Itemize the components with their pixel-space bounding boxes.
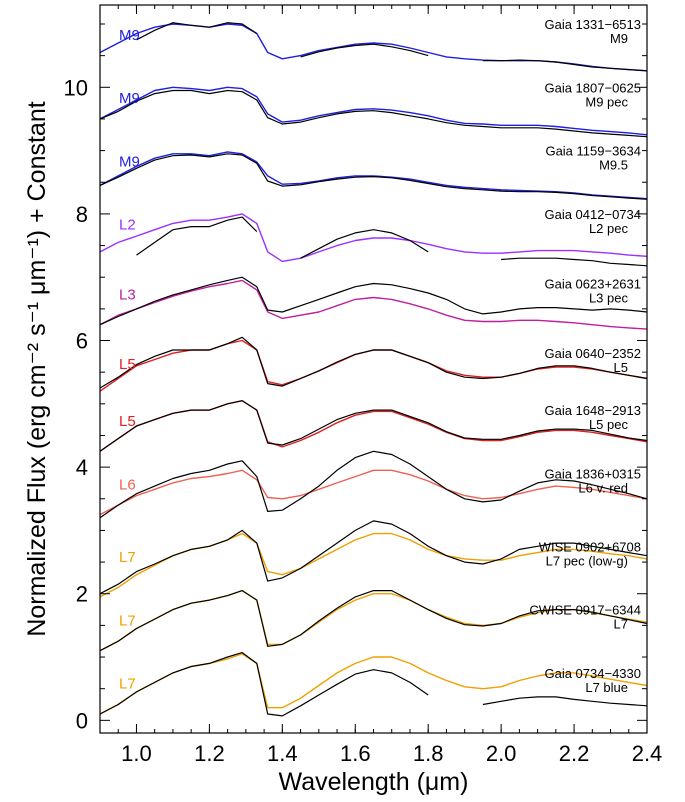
- object-name-5: Gaia 0640−2352: [544, 346, 641, 361]
- x-tick-label: 1.6: [340, 741, 371, 766]
- series-group: [99, 22, 648, 717]
- standard-spectrum-9: [99, 589, 648, 652]
- object-spt-4: L3 pec: [589, 291, 629, 306]
- standard-spectrum-3: [99, 213, 648, 263]
- object-name-9: CWISE 0917−6344: [529, 603, 641, 618]
- object-spt-0: M9: [610, 31, 628, 46]
- object-name-8: WISE 0902+6708: [539, 539, 641, 554]
- object-spt-10: L7 blue: [585, 680, 628, 695]
- standard-spectrum-2: [99, 151, 648, 200]
- standard-label-5: L5: [119, 356, 136, 373]
- standard-label-7: L6: [119, 476, 136, 493]
- standard-label-2: M9: [119, 153, 140, 170]
- x-tick-label: 2.0: [486, 741, 517, 766]
- standard-label-0: M9: [119, 27, 140, 44]
- object-spt-6: L5 pec: [589, 417, 629, 432]
- standard-spectrum-4: [99, 279, 648, 330]
- object-spectrum-4: [99, 276, 648, 326]
- object-spectrum-1: [99, 89, 648, 138]
- object-spectrum-10: [99, 652, 648, 717]
- standard-label-4: L3: [119, 286, 136, 303]
- object-name-2: Gaia 1159−3634: [545, 144, 641, 159]
- y-tick-label: 10: [64, 75, 88, 100]
- standard-label-9: L7: [119, 612, 136, 629]
- x-tick-label: 2.4: [632, 741, 663, 766]
- x-axis-title: Wavelength (μm): [279, 768, 469, 796]
- spectral-type-labels: M9 M9 M9 L2 L3 L5 L5 L6 L7 L7 L7: [119, 27, 140, 693]
- standard-label-1: M9: [119, 90, 140, 107]
- x-tick-label: 1.8: [413, 741, 444, 766]
- y-tick-label: 4: [76, 455, 88, 480]
- object-spt-3: L2 pec: [589, 221, 629, 236]
- object-name-10: Gaia 0734−4330: [544, 666, 641, 681]
- standard-spectrum-10: [99, 653, 648, 715]
- y-tick-label: 8: [76, 202, 88, 227]
- standard-label-3: L2: [119, 217, 136, 234]
- object-name-3: Gaia 0412−0734: [544, 207, 641, 222]
- x-tick-label: 1.0: [121, 741, 152, 766]
- object-spectrum-7: [99, 450, 648, 519]
- object-name-6: Gaia 1648−2913: [544, 403, 641, 418]
- standard-spectrum-1: [99, 86, 648, 136]
- object-spt-8: L7 pec (low-g): [546, 553, 628, 568]
- x-tick-label: 1.4: [267, 741, 298, 766]
- x-tick-label: 1.2: [194, 741, 225, 766]
- object-spectrum-6: [99, 400, 648, 452]
- object-spt-9: L7: [614, 617, 628, 632]
- y-axis-title: Normalized Flux (erg cm⁻² s⁻¹ μm⁻¹) + Co…: [23, 101, 51, 636]
- y-axis-ticks: 0 2 4 6 8 10: [64, 23, 647, 733]
- object-spectrum-5: [99, 336, 648, 389]
- object-name-4: Gaia 0623+2631: [544, 277, 641, 292]
- object-spectrum-8: [99, 520, 648, 595]
- object-spt-1: M9 pec: [585, 94, 628, 109]
- object-name-0: Gaia 1331−6513: [544, 17, 641, 32]
- object-spt-2: M9.5: [599, 158, 628, 173]
- object-name-7: Gaia 1836+0315: [544, 467, 641, 482]
- object-spectrum-3: [136, 216, 648, 267]
- object-spectrum-2: [99, 153, 648, 200]
- standard-label-6: L5: [119, 413, 136, 430]
- standard-label-8: L7: [119, 549, 136, 566]
- object-spt-5: L5: [614, 360, 628, 375]
- x-tick-label: 2.2: [559, 741, 590, 766]
- plot-frame: [99, 4, 648, 734]
- x-axis-ticks: 1.0 1.2 1.4 1.6 1.8 2.0 2.2 2.4: [117, 5, 663, 766]
- object-spt-7: L6 v. red: [578, 481, 628, 496]
- y-tick-label: 2: [76, 582, 88, 607]
- object-spectrum-0: [136, 22, 648, 72]
- object-spectrum-9: [99, 590, 648, 652]
- object-name-1: Gaia 1807−0625: [544, 80, 641, 95]
- standard-spectrum-7: [99, 469, 648, 516]
- standard-label-10: L7: [119, 676, 136, 693]
- y-tick-label: 6: [76, 329, 88, 354]
- y-tick-label: 0: [76, 708, 88, 733]
